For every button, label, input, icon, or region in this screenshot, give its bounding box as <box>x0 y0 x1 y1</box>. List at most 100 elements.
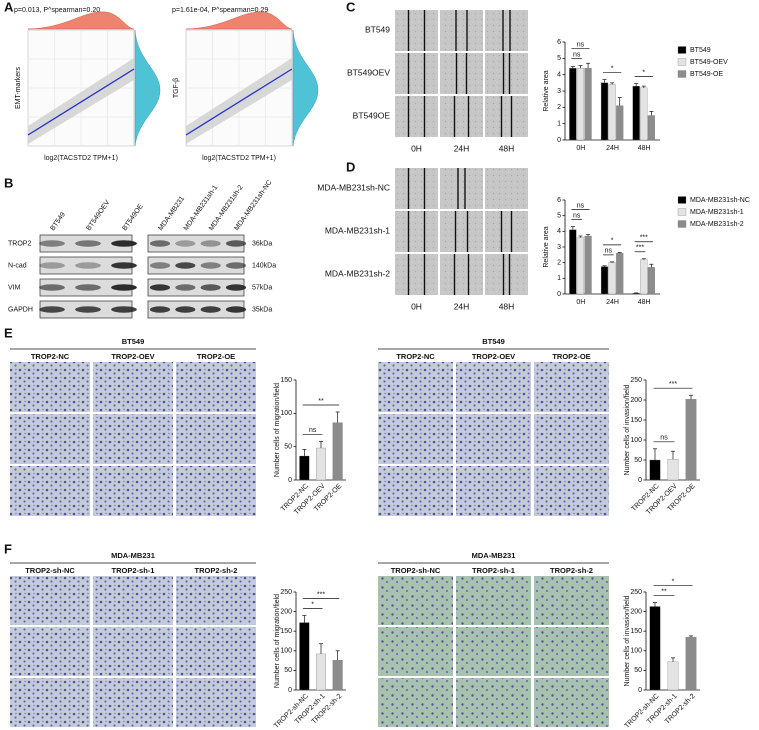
column-header: TROP2-sh-1 <box>112 566 155 575</box>
legend-swatch <box>677 70 687 78</box>
wound-image <box>485 96 528 137</box>
transwell-image <box>378 678 453 727</box>
y-tick-label: 150 <box>630 628 642 635</box>
transwell-image <box>176 576 256 625</box>
wound-image <box>440 168 483 209</box>
y-tick-label: 4 <box>557 228 561 235</box>
bar <box>647 267 655 295</box>
regression-line <box>27 68 135 136</box>
time-label: 0H <box>411 301 422 311</box>
transwell-image <box>378 414 453 464</box>
bar <box>332 660 343 691</box>
y-axis-label: EMT-markers <box>15 67 22 110</box>
transwell-image <box>456 414 531 464</box>
bar <box>667 661 679 691</box>
panel-label: B <box>4 175 13 190</box>
transwell-image <box>176 627 256 676</box>
bar <box>632 293 640 295</box>
blot-band <box>149 240 171 247</box>
row-label: MDA-MB231sh-2 <box>325 268 390 278</box>
y-axis-label: Number cells of migration/field <box>274 383 281 477</box>
transwell-image <box>93 627 173 676</box>
bar <box>632 85 640 141</box>
y-axis-label: Number cells of migration/field <box>274 594 281 688</box>
x-tick-label: 24H <box>606 145 619 152</box>
lane-label: BT549OEV <box>85 199 111 232</box>
column-header: TROP2-OEV <box>472 352 515 361</box>
column-header: TROP2-OEV <box>111 352 154 361</box>
legend-label: BT549-OEV <box>690 59 728 66</box>
significance-label: ns <box>605 248 613 255</box>
significance-label: ** <box>318 398 324 405</box>
size-label: 57kDa <box>252 284 272 291</box>
transwell-image <box>93 678 173 727</box>
y-tick-label: 50 <box>634 667 642 674</box>
x-axis-label: log2(TACSTD2 TPM+1) <box>202 155 276 162</box>
transwell-image <box>176 414 256 464</box>
blot-band <box>200 262 221 269</box>
legend-swatch <box>677 196 687 204</box>
y-tick-label: 4 <box>557 72 561 79</box>
bar <box>685 636 697 691</box>
transwell-image <box>176 678 256 727</box>
y-tick-label: 150 <box>280 628 292 635</box>
transwell-image <box>534 414 609 464</box>
wound-image <box>485 10 528 51</box>
significance-label: ns <box>573 52 581 59</box>
lane-label: BT549OE <box>121 203 145 232</box>
bar <box>649 606 661 691</box>
legend-label: BT549 <box>690 47 711 54</box>
x-tick-label: 0H <box>576 299 585 306</box>
y-axis-label: Relative area <box>543 226 550 267</box>
legend-swatch <box>677 220 687 228</box>
wound-image <box>395 10 438 51</box>
y-tick-label: 5 <box>557 213 561 220</box>
transwell-image <box>10 627 90 676</box>
y-tick-label: 0 <box>288 687 292 694</box>
protein-label: VIM <box>8 284 21 291</box>
blot-band <box>225 262 247 269</box>
y-axis-label: TGF-β <box>173 78 180 98</box>
time-label: 24H <box>454 301 470 311</box>
transwell-image <box>10 414 90 464</box>
significance-label: ns <box>309 427 317 434</box>
transwell-image <box>93 362 173 412</box>
wound-image <box>395 53 438 94</box>
transwell-image <box>378 627 453 676</box>
legend-label: MDA-MB231sh-1 <box>690 209 744 216</box>
significance-label: * <box>672 578 675 585</box>
bar <box>649 459 661 481</box>
transwell-image <box>378 466 453 516</box>
y-axis-label: Number cells of invasion/field <box>624 595 631 686</box>
y-tick-label: 250 <box>630 377 642 384</box>
blot-band <box>149 262 171 269</box>
y-tick-label: 0 <box>557 137 561 144</box>
x-axis-label: log2(TACSTD2 TPM+1) <box>44 155 118 162</box>
y-tick-label: 0 <box>638 477 642 484</box>
panel-label: A <box>4 0 14 14</box>
y-tick-label: 6 <box>557 39 561 46</box>
y-tick-label: 2 <box>557 104 561 111</box>
wound-image <box>395 168 438 209</box>
bar <box>608 84 616 141</box>
bar <box>647 115 655 141</box>
legend-swatch <box>677 208 687 216</box>
bar <box>600 82 609 141</box>
significance-label: ns <box>577 202 585 209</box>
bar <box>584 67 592 141</box>
bar <box>316 447 326 481</box>
significance-label: ns <box>573 212 581 219</box>
significance-label: ns <box>577 42 585 49</box>
density-right <box>292 29 319 147</box>
blot-band <box>75 284 101 291</box>
y-tick-label: 0 <box>557 291 561 298</box>
transwell-image <box>378 362 453 412</box>
y-tick-label: 6 <box>557 197 561 204</box>
column-header: TROP2-sh-2 <box>195 566 238 575</box>
transwell-image <box>93 576 173 625</box>
panel-label: D <box>346 159 355 174</box>
significance-label: * <box>642 69 645 76</box>
column-header: TROP2-sh-NC <box>391 566 441 575</box>
significance-label: * <box>611 65 614 72</box>
